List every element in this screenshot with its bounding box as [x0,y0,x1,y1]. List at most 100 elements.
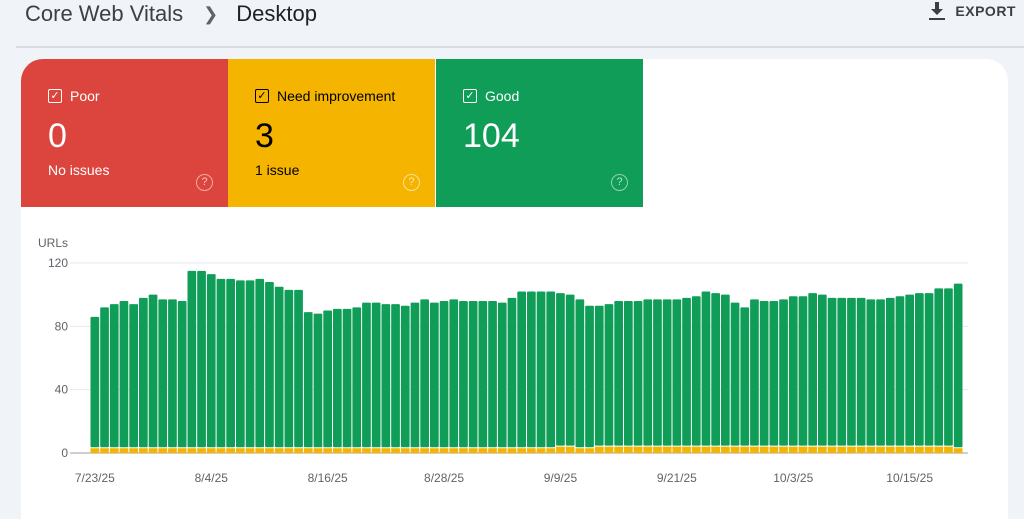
bar-need-improvement[interactable] [148,448,158,453]
bar-good[interactable] [653,299,662,446]
bar-need-improvement[interactable] [575,448,585,453]
bar-need-improvement[interactable] [265,448,274,453]
bar-good[interactable] [90,316,100,448]
bar-need-improvement[interactable] [759,446,769,453]
bar-good[interactable] [721,294,730,446]
bar-good[interactable] [342,308,352,448]
bar-good[interactable] [488,301,497,448]
bar-need-improvement[interactable] [226,448,235,453]
bar-need-improvement[interactable] [168,448,177,453]
bar-need-improvement[interactable] [953,448,963,453]
bar-need-improvement[interactable] [352,448,362,453]
bar-good[interactable] [915,293,924,446]
bar-need-improvement[interactable] [740,446,750,453]
breadcrumb-parent[interactable]: Core Web Vitals [25,1,184,26]
bar-need-improvement[interactable] [129,448,138,453]
bar-need-improvement[interactable] [342,448,352,453]
bar-need-improvement[interactable] [594,446,604,453]
bar-good[interactable] [827,297,837,446]
bar-need-improvement[interactable] [468,448,478,453]
bar-need-improvement[interactable] [536,448,546,453]
bar-good[interactable] [362,302,371,448]
bar-good[interactable] [323,310,332,448]
bar-need-improvement[interactable] [323,448,332,453]
bar-good[interactable] [420,299,429,448]
bar-need-improvement[interactable] [371,448,381,453]
bar-good[interactable] [527,291,536,448]
bar-good[interactable] [924,293,934,446]
export-button[interactable]: EXPORT [929,2,1016,20]
bar-need-improvement[interactable] [284,448,294,453]
help-icon[interactable]: ? [403,174,420,191]
bar-good[interactable] [371,302,381,448]
bar-good[interactable] [245,280,255,448]
bar-need-improvement[interactable] [624,446,633,453]
bar-need-improvement[interactable] [866,446,876,453]
bar-good[interactable] [177,301,187,448]
bar-good[interactable] [236,280,245,448]
bar-good[interactable] [497,302,507,448]
bar-good[interactable] [740,307,750,446]
bar-good[interactable] [226,278,235,448]
bar-good[interactable] [643,299,653,446]
bar-good[interactable] [604,304,614,446]
bar-need-improvement[interactable] [895,446,905,453]
bar-need-improvement[interactable] [672,446,682,453]
bar-good[interactable] [468,301,478,448]
bar-need-improvement[interactable] [187,448,197,453]
bar-need-improvement[interactable] [206,448,216,453]
bar-good[interactable] [682,297,691,446]
bar-good[interactable] [109,304,119,448]
bar-good[interactable] [818,294,827,446]
bar-good[interactable] [352,307,362,448]
bar-good[interactable] [876,299,885,446]
bar-need-improvement[interactable] [924,446,934,453]
bar-need-improvement[interactable] [662,446,672,453]
bar-good[interactable] [944,288,953,446]
tile-good[interactable]: ✓ Good 104 ? [436,59,643,207]
bar-good[interactable] [953,283,963,448]
bar-need-improvement[interactable] [245,448,255,453]
bar-good[interactable] [119,301,129,448]
bar-need-improvement[interactable] [643,446,653,453]
bar-need-improvement[interactable] [818,446,827,453]
bar-need-improvement[interactable] [391,448,400,453]
bar-need-improvement[interactable] [885,446,895,453]
bar-good[interactable] [565,294,575,446]
bar-good[interactable] [507,297,517,448]
bar-need-improvement[interactable] [701,446,711,453]
checkbox-checked-icon[interactable]: ✓ [48,89,62,103]
bar-good[interactable] [847,297,856,446]
bar-need-improvement[interactable] [119,448,129,453]
bar-good[interactable] [410,302,420,448]
bar-need-improvement[interactable] [420,448,429,453]
bar-need-improvement[interactable] [294,448,303,453]
bar-need-improvement[interactable] [944,446,953,453]
bar-good[interactable] [711,293,720,446]
bar-good[interactable] [856,297,866,446]
bar-good[interactable] [575,299,585,448]
bar-need-improvement[interactable] [197,448,206,453]
bar-good[interactable] [691,296,701,446]
bar-good[interactable] [294,289,303,448]
bar-need-improvement[interactable] [798,446,808,453]
bar-good[interactable] [129,304,138,448]
bar-good[interactable] [478,301,488,448]
bar-need-improvement[interactable] [158,448,168,453]
bar-need-improvement[interactable] [827,446,837,453]
bar-need-improvement[interactable] [779,446,788,453]
bar-need-improvement[interactable] [750,446,759,453]
bar-good[interactable] [459,301,468,448]
bar-need-improvement[interactable] [565,446,575,453]
bar-good[interactable] [517,291,526,448]
bar-good[interactable] [391,304,400,448]
bar-need-improvement[interactable] [488,448,497,453]
bar-good[interactable] [672,299,682,446]
bar-good[interactable] [274,286,284,448]
bar-need-improvement[interactable] [139,448,148,453]
bar-need-improvement[interactable] [459,448,468,453]
bar-good[interactable] [556,293,565,446]
bar-good[interactable] [187,270,197,448]
bar-need-improvement[interactable] [303,448,313,453]
bar-need-improvement[interactable] [439,448,449,453]
